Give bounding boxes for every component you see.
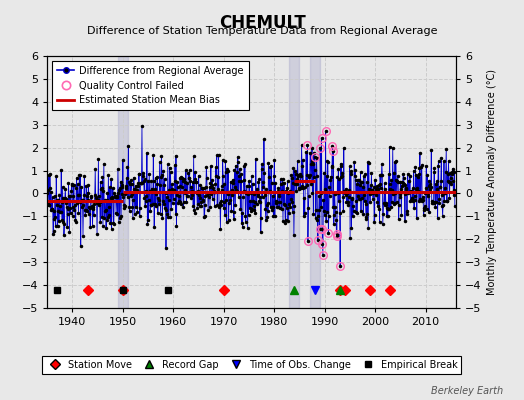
Text: Berkeley Earth: Berkeley Earth — [431, 386, 503, 396]
Bar — [310, 56, 320, 308]
Y-axis label: Monthly Temperature Anomaly Difference (°C): Monthly Temperature Anomaly Difference (… — [487, 69, 497, 295]
Text: Difference of Station Temperature Data from Regional Average: Difference of Station Temperature Data f… — [87, 26, 437, 36]
Bar — [289, 56, 299, 308]
Legend: Station Move, Record Gap, Time of Obs. Change, Empirical Break: Station Move, Record Gap, Time of Obs. C… — [41, 356, 462, 374]
Bar — [118, 56, 128, 308]
Text: CHEMULT: CHEMULT — [219, 14, 305, 32]
